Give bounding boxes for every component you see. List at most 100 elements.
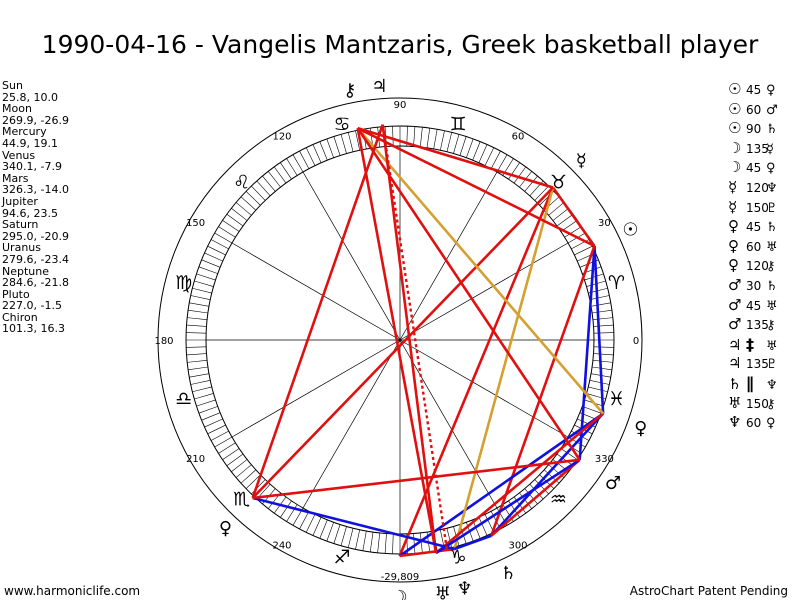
degree-label: 180 <box>154 336 173 347</box>
degree-tick <box>226 453 244 467</box>
aspect-planet-a: ♂ <box>728 275 742 294</box>
degree-tick <box>210 430 229 441</box>
aspect-line <box>453 187 555 550</box>
aspect-planet-a: ♄ <box>728 374 742 393</box>
aspect-planet-a: ♂ <box>728 295 742 314</box>
position-name: Venus <box>2 148 36 162</box>
degree-tick <box>556 213 574 227</box>
degree-tick <box>207 424 226 435</box>
position-name: Pluto <box>2 287 30 301</box>
footer-website: www.harmoniclife.com <box>4 584 141 598</box>
chart-title: 1990-04-16 - Vangelis Mantzaris, Greek b… <box>41 30 759 59</box>
aspect-line <box>435 458 581 555</box>
aspect-line <box>454 534 492 551</box>
aspect-planet-a: ☉ <box>728 119 742 138</box>
planet-glyph: ♄ <box>500 563 516 584</box>
house-spoke <box>399 171 498 341</box>
aspect-line <box>357 127 596 248</box>
degree-tick <box>413 126 416 147</box>
degree-tick <box>305 147 316 166</box>
aspect-line <box>593 245 605 414</box>
degree-tick <box>196 399 216 407</box>
degree-tick <box>593 332 614 334</box>
zodiac-sign: ♍ <box>175 272 192 294</box>
planet-glyph: ♆ <box>456 579 472 600</box>
aspect-angle: 120 <box>746 259 769 274</box>
degree-tick <box>564 226 582 238</box>
degree-tick <box>446 132 453 152</box>
degree-tick <box>256 180 271 197</box>
aspect-angle: 45 <box>746 161 762 176</box>
outer-ring <box>157 97 643 583</box>
position-value: 326.3, -14.0 <box>2 183 69 197</box>
aspect-planet-b: ♅ <box>766 298 778 314</box>
aspect-row: ☿ 120♆ <box>728 178 778 198</box>
house-spoke <box>302 339 401 509</box>
aspect-line <box>251 186 554 499</box>
degree-tick <box>589 295 610 300</box>
parallel-line <box>381 124 449 551</box>
position-value: 269.9, -26.9 <box>2 113 69 127</box>
aspect-planet-a: ♂ <box>728 315 742 334</box>
aspect-angle: 150 <box>746 200 769 215</box>
degree-tick <box>326 138 334 158</box>
aspect-line <box>252 458 580 500</box>
degree-tick <box>235 464 252 478</box>
position-name: Moon <box>2 102 32 116</box>
degree-tick <box>384 533 387 554</box>
degree-tick <box>377 532 381 553</box>
aspect-planet-a: ♀ <box>728 236 739 255</box>
house-spoke <box>231 242 401 341</box>
aspect-line <box>490 458 581 537</box>
degree-tick <box>592 317 613 321</box>
degree-tick <box>240 196 257 211</box>
degree-tick <box>186 324 207 327</box>
planet-glyph: ⚷ <box>343 80 356 101</box>
degree-tick <box>478 144 488 163</box>
degree-tick <box>251 185 266 201</box>
planet-glyph: ♀ <box>634 418 647 439</box>
aspect-line <box>356 127 438 554</box>
zodiac-sign: ♑ <box>449 546 466 568</box>
aspect-row: ♆ 60 ♀ <box>728 413 778 433</box>
aspect-planet-b: ♆ <box>766 377 778 393</box>
degree-tick <box>490 150 501 169</box>
degree-tick <box>190 295 211 300</box>
degree-tick <box>508 162 520 180</box>
aspect-planet-a: ☿ <box>728 177 738 196</box>
degree-tick <box>187 317 208 321</box>
aspect-lines <box>251 124 605 558</box>
position-name: Chiron <box>2 310 38 324</box>
position-name: Uranus <box>2 241 41 255</box>
degree-tick <box>192 287 212 294</box>
aspect-row: ♀ 120⚷ <box>728 256 778 276</box>
degree-tick <box>513 166 527 184</box>
degree-tick <box>529 483 544 500</box>
zodiac-sign: ♒ <box>550 488 567 510</box>
aspect-planet-a: ☉ <box>728 99 742 118</box>
degree-tick <box>204 252 223 262</box>
aspect-planet-a: ♀ <box>728 217 739 236</box>
degree-tick <box>312 517 322 536</box>
position-name: Saturn <box>2 218 39 232</box>
house-spoke <box>399 242 569 341</box>
zodiac-sign: ♏ <box>233 488 250 510</box>
degree-tick <box>440 130 445 151</box>
aspect-planet-b: ♄ <box>766 220 778 236</box>
aspect-row: ♅ 150⚷ <box>728 394 778 414</box>
degree-tick <box>189 373 209 378</box>
degree-tick <box>340 134 347 154</box>
degree-label: 330 <box>595 454 614 465</box>
degree-tick <box>459 136 467 156</box>
degree-tick <box>192 386 212 393</box>
degree-tick <box>419 127 423 148</box>
aspect-planet-a: ♆ <box>728 413 742 432</box>
degree-tick <box>524 488 538 505</box>
aspect-angle: 60 <box>746 416 762 431</box>
degree-tick <box>574 245 593 256</box>
degree-tick <box>186 353 207 356</box>
degree-tick <box>273 166 287 184</box>
aspect-planet-b: ♀ <box>766 416 776 432</box>
degree-tick <box>466 138 474 158</box>
